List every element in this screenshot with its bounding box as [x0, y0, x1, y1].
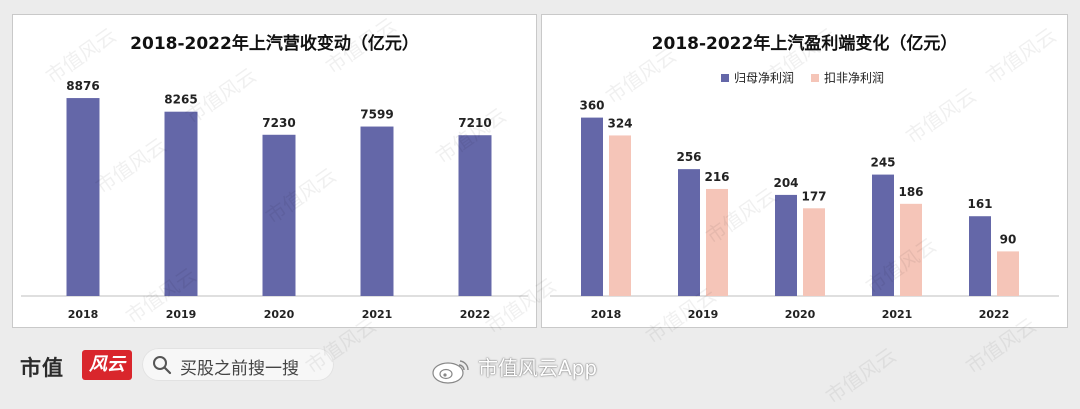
data-label: 90	[1000, 232, 1017, 246]
bar	[581, 117, 603, 296]
data-label: 245	[870, 156, 895, 170]
x-tick-label: 2022	[979, 308, 1010, 321]
data-label: 204	[773, 176, 798, 190]
search-icon	[153, 356, 172, 375]
profit-chart-panel: 2018-2022年上汽盈利端变化（亿元） 360 324 2018 256 216 201…	[541, 14, 1068, 328]
bar	[262, 134, 296, 296]
legend-label: 扣非净利润	[824, 71, 884, 85]
search-text: 买股之前搜一搜	[180, 359, 299, 379]
x-tick-label: 2019	[688, 308, 719, 321]
brand-name: 市值	[20, 355, 64, 380]
data-label: 7210	[458, 116, 491, 130]
data-label: 256	[676, 150, 701, 164]
bar	[872, 174, 894, 296]
bar	[997, 251, 1019, 296]
search-box[interactable]: 买股之前搜一搜	[142, 348, 334, 381]
bar	[66, 98, 100, 296]
bar	[803, 208, 825, 296]
bar	[458, 135, 492, 296]
data-label: 216	[704, 170, 729, 184]
data-label: 177	[801, 189, 826, 203]
data-label: 161	[967, 197, 992, 211]
bar	[969, 216, 991, 296]
legend-label: 归母净利润	[734, 71, 794, 85]
x-tick-label: 2022	[460, 308, 491, 321]
data-label: 8265	[164, 93, 197, 107]
data-label: 324	[607, 116, 632, 130]
data-label: 186	[898, 185, 923, 199]
bar	[775, 194, 797, 296]
bar	[164, 111, 198, 297]
bar	[678, 169, 700, 296]
data-label: 360	[579, 99, 604, 113]
x-tick-label: 2020	[264, 308, 295, 321]
x-tick-label: 2020	[785, 308, 816, 321]
chart-title: 2018-2022年上汽盈利端变化（亿元）	[652, 33, 958, 54]
bar	[900, 203, 922, 296]
revenue-chart-panel: 2018-2022年上汽营收变动（亿元） 8876 2018 8265 2019 7230…	[12, 14, 537, 328]
data-label: 7230	[262, 116, 295, 130]
chart-title: 2018-2022年上汽营收变动（亿元）	[130, 33, 419, 54]
x-tick-label: 2018	[68, 308, 99, 321]
x-tick-label: 2021	[882, 308, 913, 321]
legend-swatch	[811, 74, 819, 82]
bar	[360, 126, 394, 296]
brand-logo: 风云	[82, 350, 132, 380]
revenue-chart: 2018-2022年上汽营收变动（亿元） 8876 2018 8265 2019 7230…	[21, 33, 528, 321]
weibo-icon	[432, 360, 469, 384]
bar	[706, 188, 728, 296]
x-tick-label: 2018	[591, 308, 622, 321]
weibo-account: 市值风云App	[478, 356, 598, 380]
bar	[609, 135, 631, 296]
data-label: 7599	[360, 108, 393, 122]
footer: 市值 风云 买股之前搜一搜 市值风云App	[0, 335, 1080, 402]
data-label: 8876	[66, 79, 99, 93]
x-tick-label: 2019	[166, 308, 197, 321]
x-tick-label: 2021	[362, 308, 393, 321]
legend-swatch	[721, 74, 729, 82]
